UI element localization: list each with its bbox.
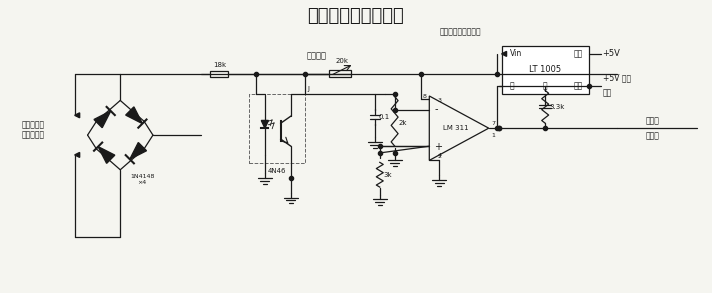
Polygon shape [94, 111, 110, 128]
Text: 1: 1 [492, 133, 496, 138]
Text: 至已整流的直流电源: 至已整流的直流电源 [439, 27, 481, 36]
Bar [329, 70, 351, 77]
Text: 4: 4 [437, 153, 441, 158]
Text: -: - [434, 104, 438, 114]
Text: 2k: 2k [399, 120, 407, 126]
Text: J: J [308, 86, 310, 91]
Polygon shape [75, 113, 80, 118]
Bar [502, 46, 589, 93]
Text: 线路电压跌落检测器: 线路电压跌落检测器 [308, 7, 404, 25]
Polygon shape [130, 142, 147, 159]
Text: 输出: 输出 [574, 50, 583, 58]
Text: 电压跌: 电压跌 [645, 116, 659, 125]
Polygon shape [98, 146, 115, 163]
Text: 1N4148: 1N4148 [130, 174, 155, 179]
Polygon shape [126, 107, 142, 124]
Text: +: + [434, 142, 442, 152]
Text: +5V 辅助: +5V 辅助 [602, 74, 631, 83]
Text: 至交流电源: 至交流电源 [21, 121, 45, 130]
Text: +5V: +5V [602, 50, 621, 58]
Bar [210, 71, 229, 77]
Polygon shape [75, 152, 80, 157]
Text: 20k: 20k [335, 58, 349, 64]
Text: LM 311: LM 311 [444, 125, 469, 131]
Text: 4N46: 4N46 [268, 168, 286, 174]
Text: ×4: ×4 [137, 180, 147, 185]
Text: 辅助: 辅助 [574, 81, 583, 90]
Text: 3k: 3k [384, 172, 392, 178]
Text: LT 1005: LT 1005 [529, 65, 561, 74]
Text: 8: 8 [422, 94, 426, 99]
Text: 电源: 电源 [602, 88, 612, 98]
Text: 3: 3 [437, 98, 441, 103]
Polygon shape [261, 120, 268, 128]
Text: 2: 2 [437, 154, 441, 159]
Text: Vin: Vin [510, 50, 522, 58]
Text: 变压器次级: 变压器次级 [21, 131, 45, 139]
Text: 地: 地 [543, 81, 548, 90]
Polygon shape [502, 51, 506, 56]
Text: 落信号: 落信号 [645, 131, 659, 140]
Text: 跳闸调整: 跳闸调整 [306, 51, 326, 60]
Text: 18k: 18k [213, 62, 226, 68]
Text: 3.3k: 3.3k [549, 104, 565, 110]
Bar [249, 93, 305, 163]
Text: 0.1: 0.1 [379, 114, 390, 120]
Text: 入: 入 [510, 81, 514, 90]
Text: 7: 7 [492, 121, 496, 126]
